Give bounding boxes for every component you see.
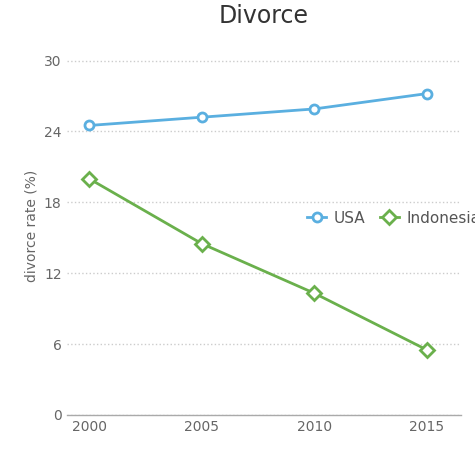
USA [424, 91, 430, 96]
Line: USA: USA [85, 89, 431, 130]
Title: Divorce: Divorce [218, 4, 309, 28]
USA [86, 123, 92, 128]
USA [312, 106, 317, 112]
Line: Indonesia: Indonesia [84, 174, 432, 355]
Indonesia [199, 241, 205, 246]
Indonesia [312, 290, 317, 296]
Legend: USA, Indonesia: USA, Indonesia [303, 206, 475, 230]
Indonesia [424, 347, 430, 353]
Indonesia [86, 176, 92, 181]
Y-axis label: divorce rate (%): divorce rate (%) [24, 170, 38, 282]
USA [199, 114, 205, 120]
